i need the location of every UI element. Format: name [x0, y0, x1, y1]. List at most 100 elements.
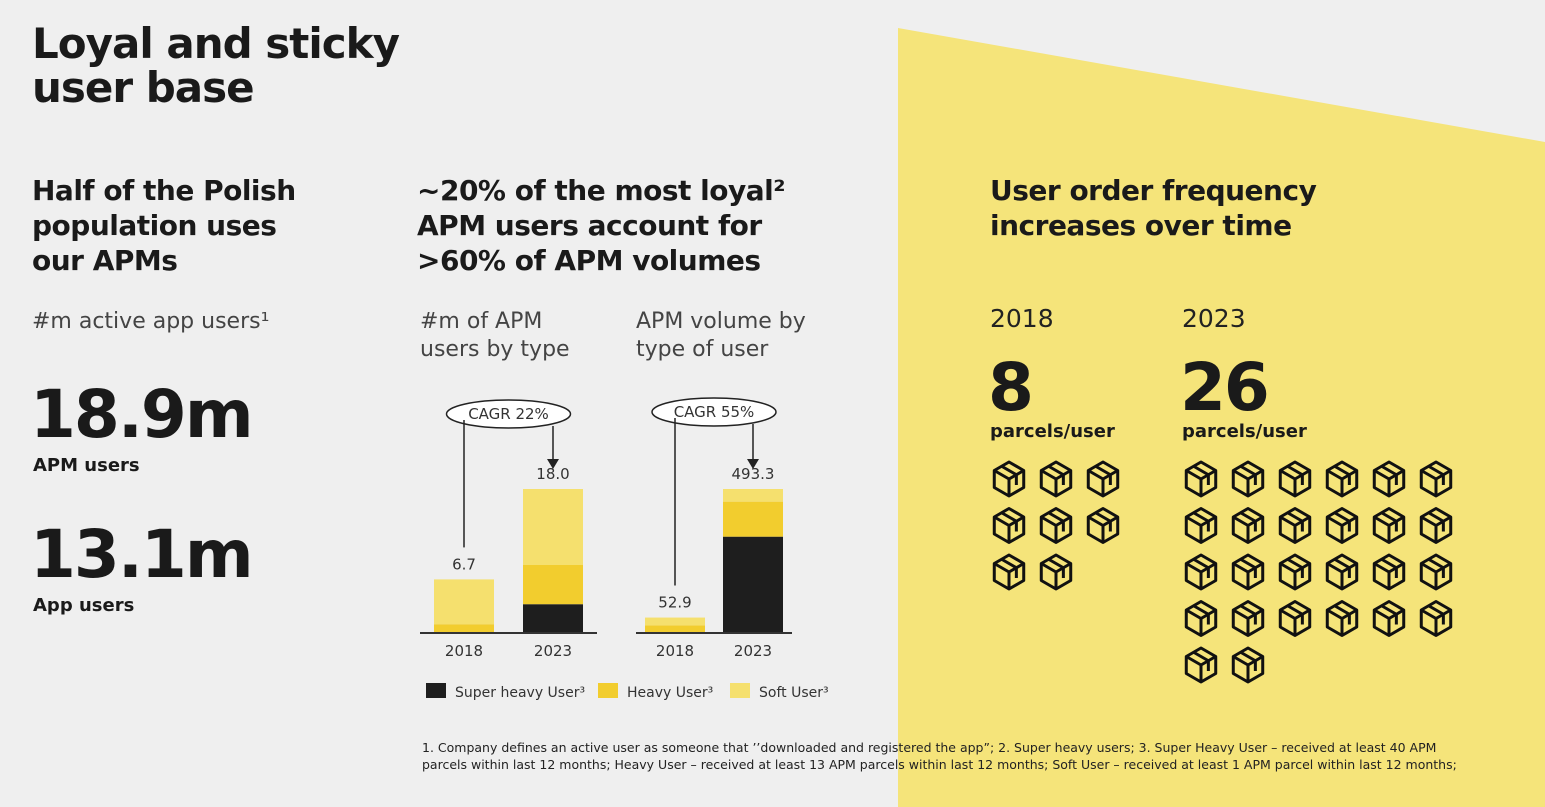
parcel-tape	[1286, 464, 1304, 485]
bar-segment	[723, 489, 783, 502]
parcel-icon	[1278, 553, 1312, 591]
parcel-tape	[1192, 464, 1210, 485]
page-title: Loyal and sticky	[32, 19, 400, 68]
parcel-icon	[1231, 646, 1265, 684]
total-label: 6.7	[452, 555, 476, 573]
parcel-icon	[1278, 507, 1312, 544]
stat-value: 13.1m	[30, 516, 252, 593]
parcel-icon	[1039, 460, 1073, 498]
bar-segment	[723, 501, 783, 537]
parcel-icon	[1086, 460, 1120, 498]
parcel-icon	[1278, 600, 1312, 637]
legend-label: Super heavy User³	[455, 685, 585, 701]
parcel-icon	[1372, 460, 1406, 498]
chart-title: #m of APM	[420, 309, 542, 334]
parcel-tape	[1239, 557, 1257, 578]
parcel-icon	[1039, 553, 1073, 591]
x-tick-label: 2023	[734, 642, 772, 660]
parcel-icon	[1325, 507, 1359, 544]
legend-swatch	[730, 683, 750, 698]
parcel-tape	[1380, 511, 1398, 532]
parcel-tape	[1286, 511, 1304, 532]
parcel-tape	[1047, 464, 1065, 485]
x-tick-label: 2018	[445, 642, 483, 660]
parcel-icon	[1419, 460, 1453, 498]
year-label: 2018	[990, 304, 1054, 333]
parcel-tape	[1380, 604, 1398, 625]
total-label: 18.0	[536, 465, 569, 483]
parcel-tape	[1192, 650, 1210, 671]
section-heading: User order frequency	[990, 174, 1317, 207]
legend-swatch	[598, 683, 618, 698]
bar-segment	[723, 536, 783, 633]
subheading: #m active app users¹	[32, 309, 269, 334]
bar-segment	[523, 489, 583, 565]
parcel-icon	[1278, 460, 1312, 498]
x-tick-label: 2023	[534, 642, 572, 660]
parcel-tape	[1333, 557, 1351, 578]
parcel-tape	[1000, 557, 1018, 578]
unit-label: parcels/user	[1182, 421, 1307, 442]
parcel-icon	[992, 553, 1026, 591]
yellow-panel	[898, 28, 1545, 807]
arrow-head	[547, 459, 559, 469]
parcel-icon	[1419, 553, 1453, 591]
chart-title: APM volume by	[636, 309, 806, 334]
parcel-icon	[1325, 553, 1359, 591]
section-heading: Half of the Polish	[32, 174, 296, 207]
parcel-icon	[992, 460, 1026, 498]
unit-label: parcels/user	[990, 421, 1115, 442]
page-title: user base	[32, 63, 254, 112]
parcel-icon	[992, 507, 1026, 544]
footnote: parcels within last 12 months; Heavy Use…	[422, 757, 1457, 772]
annotation: CAGR 55%	[674, 403, 755, 421]
year-label: 2023	[1182, 304, 1246, 333]
bar-segment	[523, 565, 583, 605]
parcel-tape	[1239, 464, 1257, 485]
parcel-tape	[1333, 511, 1351, 532]
parcel-tape	[1380, 557, 1398, 578]
parcel-tape	[1427, 464, 1445, 485]
parcel-tape	[1047, 511, 1065, 532]
parcel-tape	[1239, 650, 1257, 671]
chart-title: users by type	[420, 337, 570, 362]
annotation-bubble	[651, 397, 777, 427]
parcel-icon	[1184, 600, 1218, 637]
parcel-icon	[1419, 507, 1453, 544]
parcel-tape	[1047, 557, 1065, 578]
footnote: 1. Company defines an active user as som…	[422, 740, 1436, 755]
parcel-icon	[1086, 507, 1120, 544]
parcel-icon	[1325, 600, 1359, 637]
parcel-tape	[1192, 604, 1210, 625]
bar-segment	[434, 624, 494, 633]
section-heading: ~20% of the most loyal²	[417, 174, 785, 207]
section-heading: increases over time	[990, 209, 1292, 242]
annotation: CAGR 22%	[468, 405, 549, 423]
bar-segment	[645, 625, 705, 633]
parcel-icon	[1231, 460, 1265, 498]
total-label: 493.3	[732, 465, 775, 483]
parcel-icon	[1184, 646, 1218, 684]
parcel-icon	[1231, 553, 1265, 591]
parcel-icon	[1372, 600, 1406, 637]
legend-label: Soft User³	[759, 685, 829, 701]
parcel-tape	[1427, 557, 1445, 578]
chart-title: type of user	[636, 337, 769, 362]
arrow-head	[747, 459, 759, 469]
parcel-tape	[1286, 604, 1304, 625]
parcel-icon	[1039, 507, 1073, 544]
parcel-tape	[1000, 464, 1018, 485]
section-heading: >60% of APM volumes	[417, 244, 761, 277]
legend-swatch	[426, 683, 446, 698]
stat-label: App users	[33, 595, 134, 616]
stat-value: 18.9m	[30, 376, 252, 453]
parcel-icon	[1372, 507, 1406, 544]
stat-label: APM users	[33, 455, 140, 476]
parcel-tape	[1192, 511, 1210, 532]
parcel-tape	[1427, 604, 1445, 625]
parcel-tape	[1192, 557, 1210, 578]
section-heading: APM users account for	[417, 209, 762, 242]
parcel-icon	[1184, 460, 1218, 498]
parcel-icon	[1231, 600, 1265, 637]
